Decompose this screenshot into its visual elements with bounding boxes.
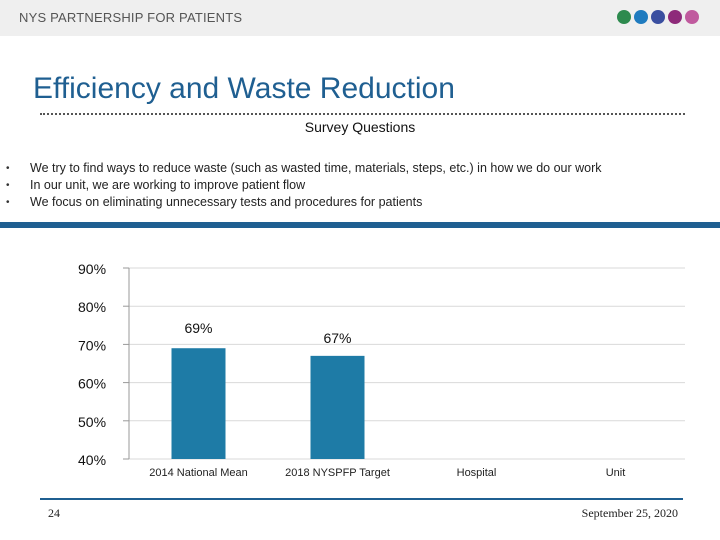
- bullet-dot-icon: •: [6, 180, 10, 191]
- logo-dot-1: [617, 10, 631, 24]
- org-name: NYS PARTNERSHIP FOR PATIENTS: [19, 10, 243, 25]
- y-tick-label: 50%: [78, 414, 106, 430]
- bullet-text: In our unit, we are working to improve p…: [30, 178, 306, 192]
- bullet-dot-icon: •: [6, 197, 10, 208]
- slide-title: Efficiency and Waste Reduction: [33, 72, 455, 105]
- logo-dot-5: [685, 10, 699, 24]
- bullet-dot-icon: •: [6, 163, 10, 174]
- bullet-text: We focus on eliminating unnecessary test…: [30, 195, 423, 209]
- bullet-item: • We focus on eliminating unnecessary tes…: [6, 194, 602, 211]
- bullet-text: We try to find ways to reduce waste (suc…: [30, 161, 602, 175]
- bar: [171, 348, 226, 459]
- bullet-item: • We try to find ways to reduce waste (su…: [6, 160, 602, 177]
- slide-subtitle: Survey Questions: [304, 119, 416, 135]
- accent-band: [0, 222, 720, 228]
- y-tick-label: 90%: [78, 261, 106, 277]
- page-number: 24: [48, 506, 60, 520]
- footer-divider: [40, 498, 683, 500]
- logo-dot-4: [668, 10, 682, 24]
- x-tick-label: Hospital: [457, 467, 497, 479]
- y-tick-label: 80%: [78, 299, 106, 315]
- y-tick-label: 40%: [78, 452, 106, 468]
- x-tick-label: 2014 National Mean: [149, 467, 247, 479]
- x-tick-label: 2018 NYSPFP Target: [285, 467, 390, 479]
- y-tick-label: 70%: [78, 337, 106, 353]
- y-tick-label: 60%: [78, 376, 106, 392]
- bullet-item: • In our unit, we are working to improve …: [6, 177, 602, 194]
- title-divider: [40, 113, 685, 115]
- bullet-list: • We try to find ways to reduce waste (su…: [6, 160, 602, 211]
- bar: [310, 355, 365, 459]
- logo-dot-3: [651, 10, 665, 24]
- data-label: 67%: [323, 330, 351, 346]
- x-tick-label: Unit: [606, 467, 626, 479]
- logo-dot-2: [634, 10, 648, 24]
- header-bar: NYS PARTNERSHIP FOR PATIENTS: [0, 0, 720, 36]
- footer-date: September 25, 2020: [581, 506, 678, 520]
- data-label: 69%: [184, 320, 212, 336]
